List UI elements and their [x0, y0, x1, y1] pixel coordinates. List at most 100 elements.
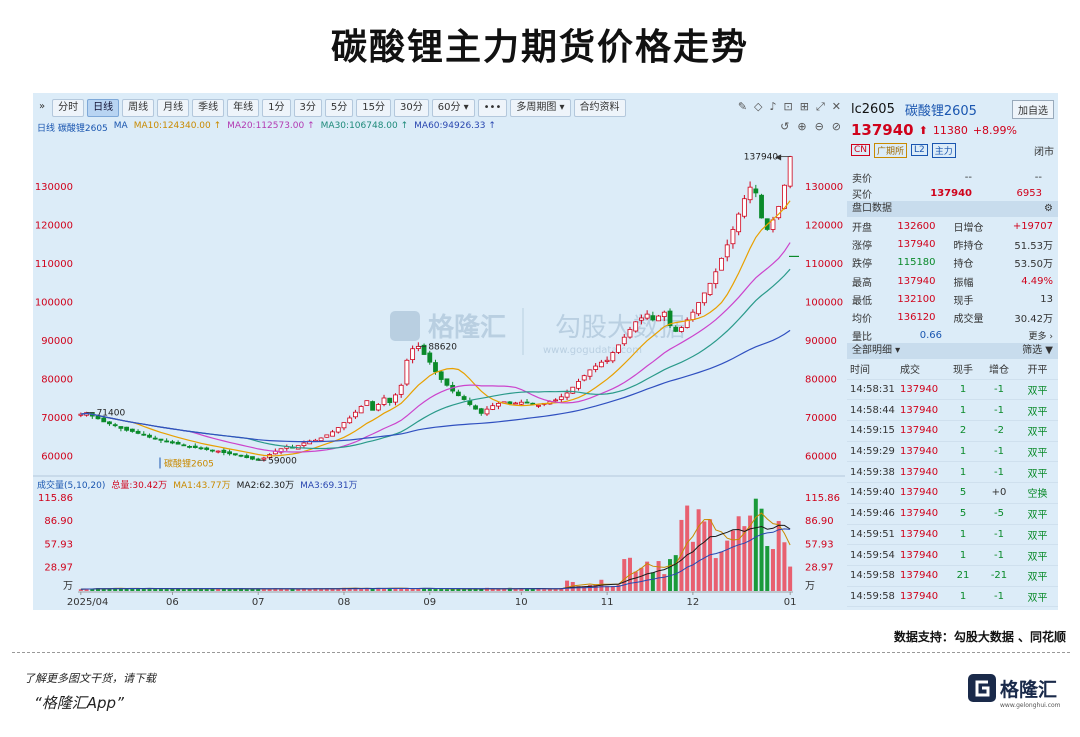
- volume-bar: [164, 588, 169, 591]
- candle-body: [690, 311, 696, 320]
- period-button-11[interactable]: 60分 ▾: [431, 99, 475, 117]
- trade-cell: 5: [959, 508, 967, 520]
- volume-bar: [622, 559, 627, 591]
- volume-bar: [221, 588, 226, 591]
- filter-icon: ▼: [1045, 345, 1053, 356]
- fullscreen-icon[interactable]: ⤢: [815, 100, 825, 113]
- trade-cell: 1: [959, 384, 967, 396]
- period-button-12[interactable]: •••: [477, 99, 508, 117]
- candle-body: [736, 213, 742, 233]
- zoom-in-icon[interactable]: ⊕: [797, 120, 807, 133]
- trade-cell: 1: [959, 446, 967, 458]
- camera-icon[interactable]: ⊡: [783, 100, 793, 113]
- diamond-icon[interactable]: ◇: [754, 100, 763, 113]
- stop-icon[interactable]: ⊘: [831, 120, 841, 133]
- market-data-header[interactable]: 盘口数据 ⚙: [847, 201, 1058, 217]
- ma-label: MA: [113, 121, 128, 131]
- period-button-5[interactable]: 年线: [227, 99, 260, 117]
- period-button-3[interactable]: 月线: [157, 99, 190, 117]
- period-button-10[interactable]: 30分: [393, 99, 429, 117]
- period-button-9[interactable]: 15分: [356, 99, 391, 117]
- bell-icon[interactable]: ♪: [769, 100, 777, 113]
- volume-bar: [679, 519, 684, 591]
- trade-cell: -1: [994, 384, 1004, 396]
- candle-body: [261, 457, 267, 460]
- candle-body: [244, 455, 250, 459]
- filter-button[interactable]: 筛选 ▼: [1022, 343, 1053, 359]
- volume-axis-right-tick: 57.93: [805, 540, 834, 551]
- period-button-0[interactable]: 分时: [52, 99, 85, 117]
- volume-bar: [519, 588, 524, 591]
- candle-body: [679, 327, 684, 332]
- volume-bar: [668, 559, 673, 591]
- volume-bar: [748, 515, 753, 591]
- period-button-6[interactable]: 1分: [262, 99, 291, 117]
- trades-title[interactable]: 全部明细 ▾: [852, 345, 901, 356]
- candle-body: [330, 431, 335, 437]
- kline-chart[interactable]: 格隆汇 勾股大数据 www.gogudata.com 130000 130000 1200…: [33, 93, 845, 610]
- buy-volume: 6953: [1016, 187, 1042, 199]
- market-value: 136120: [897, 312, 936, 324]
- price-axis-left-tick: 90000: [41, 336, 73, 347]
- close-icon[interactable]: ✕: [831, 100, 841, 113]
- trade-cell: 1: [959, 528, 967, 540]
- settings-icon[interactable]: ⚙: [1044, 203, 1053, 214]
- period-button-8[interactable]: 5分: [324, 99, 354, 117]
- period-button-7[interactable]: 3分: [293, 99, 322, 117]
- zoom-out-icon[interactable]: ⊖: [814, 120, 824, 133]
- market-value: 53.50万: [1014, 259, 1054, 271]
- candle-body: [118, 426, 124, 429]
- ma-legend: 日线 碳酸锂2605 MA MA10:124340.00 ↑ MA20:1125…: [37, 121, 496, 134]
- volume-bar: [490, 588, 495, 591]
- price-axis-left-tick: 60000: [41, 451, 73, 462]
- trade-cell: 137940: [900, 590, 939, 602]
- candle-body: [158, 438, 164, 441]
- period-button-2[interactable]: 周线: [122, 99, 155, 117]
- market-data-row: 最低 132100 现手 13: [847, 290, 1058, 308]
- volume-axis-right-tick: 28.97: [805, 563, 834, 574]
- reset-icon[interactable]: ↺: [780, 120, 790, 133]
- volume-bar: [90, 588, 95, 591]
- volume-bar: [770, 549, 775, 591]
- candle-body: [455, 391, 461, 397]
- period-button-14[interactable]: 合约资料: [573, 99, 626, 117]
- volume-bar: [650, 572, 655, 591]
- candle-body: [518, 401, 524, 405]
- grid-icon[interactable]: ⊞: [799, 100, 809, 113]
- trade-cell: 双平: [1027, 406, 1048, 418]
- candle-body: [364, 400, 370, 406]
- volume-bar: [610, 586, 615, 591]
- volume-bar: [725, 540, 730, 591]
- ratio-label: 量比: [852, 331, 872, 343]
- period-button-13[interactable]: 多周期图 ▾: [510, 99, 571, 117]
- volume-bar: [267, 588, 272, 591]
- market-value: 13: [1040, 293, 1054, 305]
- candle-body: [467, 400, 473, 405]
- watermark-sub: 勾股大数据: [555, 313, 685, 343]
- volume-bar: [513, 589, 518, 591]
- trade-cell: 1: [959, 404, 967, 416]
- period-button-1[interactable]: 日线: [87, 99, 120, 117]
- ma30-line: [80, 268, 791, 450]
- candle-body: [701, 292, 707, 304]
- volume-bar: [730, 530, 735, 591]
- volume-bar: [96, 588, 101, 591]
- add-watchlist-button[interactable]: 加自选: [1012, 99, 1054, 119]
- period-button-4[interactable]: 季线: [192, 99, 225, 117]
- trades-column-header: 现手: [953, 365, 973, 377]
- trade-row: 14:59:46 137940 5 -5 双平: [847, 504, 1058, 525]
- trade-cell: 137940: [900, 384, 939, 396]
- expand-nav-icon[interactable]: »: [39, 101, 46, 112]
- pen-icon[interactable]: ✎: [737, 100, 748, 113]
- candle-body: [221, 449, 227, 454]
- trade-cell: 双平: [1027, 427, 1048, 439]
- volume-bar: [393, 588, 398, 591]
- drawing-tools: ✎ ◇ ♪ ⊡ ⊞ ⤢ ✕: [738, 100, 841, 114]
- trade-cell: 1: [959, 590, 967, 602]
- more-link[interactable]: 更多 ›: [1028, 331, 1053, 342]
- volume-bar: [404, 588, 409, 591]
- volume-bar: [639, 567, 644, 591]
- up-arrow-icon: ⬆: [918, 123, 928, 137]
- price-annotation: 137940: [744, 153, 779, 163]
- candle-body: [553, 399, 559, 402]
